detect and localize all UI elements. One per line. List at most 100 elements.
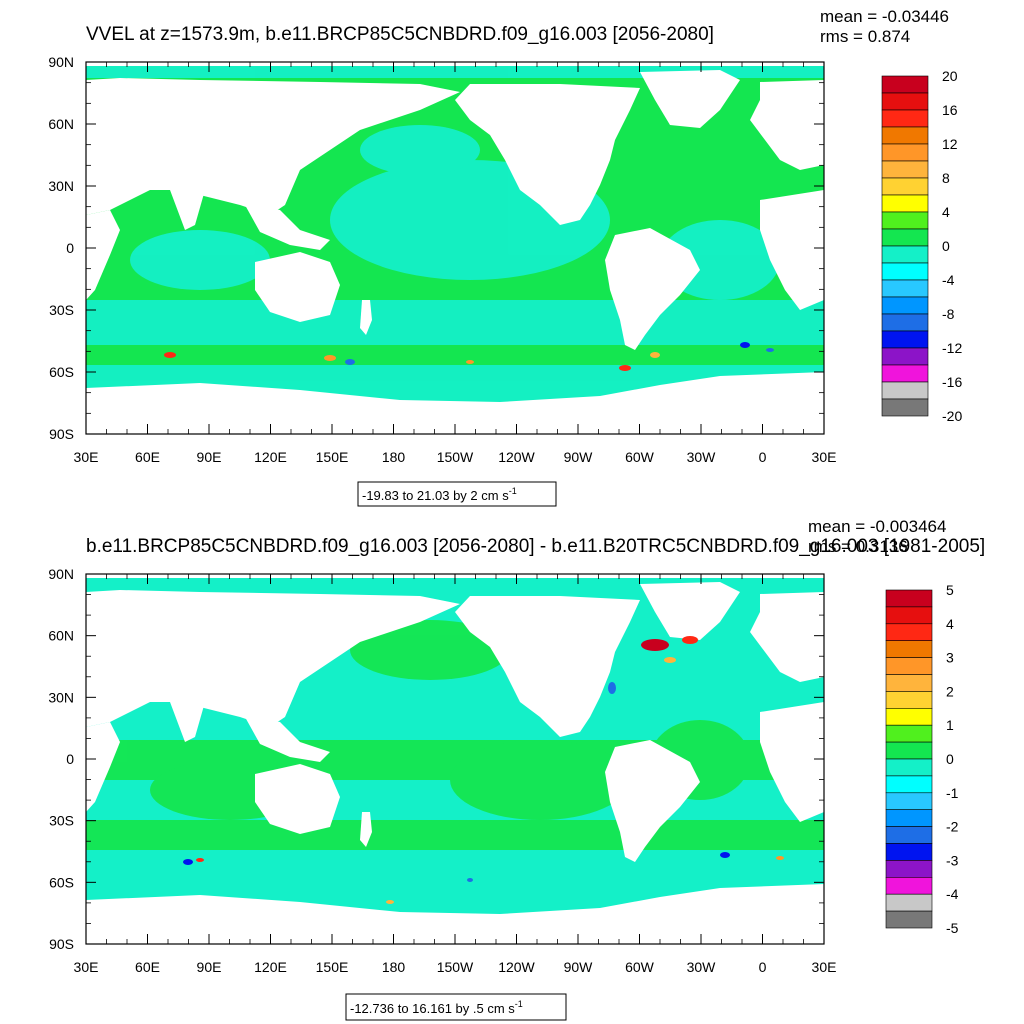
- panel-2-x-tick-label: 30E: [74, 959, 99, 975]
- panel-1-y-tick-label: 0: [66, 240, 74, 256]
- panel-2-colorbar-swatch: [885, 860, 933, 878]
- panel-1-x-tick-label: 30E: [74, 449, 99, 465]
- panel-2-range-label: -12.736 to 16.161 by .5 cm s: [350, 1001, 515, 1016]
- panel-1-mean: mean = -0.03446: [820, 7, 949, 26]
- panel-1-x-tick-label: 30W: [687, 449, 717, 465]
- panel-2-range-unit-sup: -1: [515, 999, 523, 1009]
- panel-1-colorbar-swatch: [881, 75, 929, 94]
- panel-2-x-tick-label: 60W: [625, 959, 655, 975]
- panel-1-x-tick-label: 60E: [135, 449, 160, 465]
- panel-1-x-tick-label: 90W: [564, 449, 594, 465]
- panel-2-x-tick-label: 150E: [316, 959, 349, 975]
- panel-1-map: [85, 61, 825, 435]
- panel-2-colorbar-swatch: [885, 910, 933, 929]
- panel-2-colorbar-label: 2: [946, 683, 954, 699]
- panel-1-colorbar-swatch: [881, 126, 929, 145]
- panel-1-colorbar-swatch: [881, 160, 929, 179]
- panel-1-x-tick-label: 120W: [498, 449, 535, 465]
- panel-1-colorbar-label: 8: [942, 170, 950, 186]
- panel-1-colorbar-swatch: [881, 347, 929, 366]
- panel-1-y-tick-label: 90S: [49, 426, 74, 442]
- panel-1-colorbar-swatch: [881, 228, 929, 247]
- panel-2-y-tick-label: 0: [66, 751, 74, 767]
- panel-1-y-tick-label: 30N: [48, 178, 74, 194]
- panel-2-colorbar-label: -4: [946, 886, 959, 902]
- panel-1-x-axis: 30E 60E 90E 120E 150E 180 150W 120W 90W 60W 30W 0 30…: [74, 62, 837, 465]
- panel-1-colorbar-swatch: [881, 109, 929, 128]
- panel-2-colorbar-label: -5: [946, 920, 959, 936]
- svg-text:-19.83 to 21.03 by 2 cm s-1: -19.83 to 21.03 by 2 cm s-1: [362, 486, 517, 503]
- panel-2-colorbar-swatch: [885, 758, 933, 777]
- panel-1-land: [86, 62, 824, 434]
- panel-2-y-tick-label: 30N: [48, 689, 74, 705]
- panel-1-colorbar-swatch: [881, 296, 929, 315]
- panel-1-x-tick-label: 120E: [254, 449, 287, 465]
- panel-2-title: b.e11.BRCP85C5CNBDRD.f09_g16.003 [2056-2…: [86, 536, 985, 557]
- panel-1-colorbar-swatch: [881, 92, 929, 111]
- panel-2-colorbar-label: -2: [946, 819, 959, 835]
- panel-1-y-axis: 90N 60N 30N 0 30S 60S 90S: [48, 54, 824, 442]
- panel-1-x-tick-label: 60W: [625, 449, 655, 465]
- panel-2-anomaly-spots: [183, 636, 784, 904]
- panel-2-x-tick-label: 120W: [498, 959, 535, 975]
- panel-2-y-tick-label: 60N: [48, 628, 74, 644]
- panel-2-colorbar-swatch: [885, 876, 933, 895]
- panel-1-colorbar-swatch: [881, 330, 929, 349]
- panel-1-rms: rms = 0.874: [820, 27, 910, 46]
- panel-1-range-unit-sup: -1: [509, 486, 517, 496]
- panel-2-colorbar-swatch: [885, 843, 933, 861]
- panel-1-anomaly-spots: [164, 342, 774, 371]
- panel-2-x-tick-label: 90W: [564, 959, 594, 975]
- panel-2-x-tick-label: 120E: [254, 959, 287, 975]
- panel-2-map: [85, 573, 825, 945]
- panel-1-colorbar-swatch: [881, 262, 929, 281]
- panel-2: mean = -0.003464 rms = 0.3136 b.e11.BRCP…: [48, 517, 985, 1021]
- panel-2-x-tick-label: 60E: [135, 959, 160, 975]
- panel-2-x-tick-label: 0: [759, 959, 767, 975]
- panel-1-range-box: -19.83 to 21.03 by 2 cm s-1: [357, 481, 557, 507]
- panel-2-colorbar-label: 4: [946, 616, 954, 632]
- panel-1-colorbar-label: 4: [942, 204, 950, 220]
- panel-1-colorbar-label: -4: [942, 272, 955, 288]
- panel-2-colorbar-swatch: [885, 657, 933, 675]
- panel-2-colorbar-swatch: [885, 724, 933, 743]
- panel-1-colorbar-swatch: [881, 381, 929, 400]
- panel-2-x-tick-label: 180: [382, 959, 406, 975]
- panel-2-colorbar-swatch: [885, 606, 933, 625]
- panel-1-colorbar-label: 0: [942, 238, 950, 254]
- svg-text:-12.736 to 16.161 by .5 cm s-1: -12.736 to 16.161 by .5 cm s-1: [350, 999, 523, 1016]
- panel-1-colorbar-label: -16: [942, 374, 962, 390]
- panel-1-colorbar-swatch: [881, 364, 929, 383]
- panel-1-x-tick-label: 150E: [316, 449, 349, 465]
- panel-1-colorbar-swatch: [881, 194, 929, 213]
- panel-2-y-axis: 90N 60N 30N 0 30S 60S 90S: [48, 566, 824, 952]
- panel-2-y-tick-label: 60S: [49, 874, 74, 890]
- panel-2-x-tick-label: 90E: [197, 959, 222, 975]
- panel-2-colorbar-swatch: [885, 640, 933, 658]
- panel-1-colorbar-label: -12: [942, 340, 962, 356]
- panel-1-colorbar-swatch: [881, 211, 929, 230]
- panel-1-colorbar-swatch: [881, 279, 929, 298]
- panel-2-rms: rms = 0.3136: [808, 537, 908, 556]
- panel-1-colorbar-label: -8: [942, 306, 955, 322]
- panel-2-x-tick-label: 30W: [687, 959, 717, 975]
- panel-2-x-tick-label: 30E: [812, 959, 837, 975]
- panel-1-x-tick-label: 150W: [437, 449, 474, 465]
- panel-2-colorbar: 5 4 3 2 1 0 -1 -2 -3 -4 -5: [885, 582, 959, 936]
- panel-1-colorbar-swatch: [881, 245, 929, 264]
- panel-1-x-tick-label: 30E: [812, 449, 837, 465]
- panel-2-y-tick-label: 30S: [49, 813, 74, 829]
- panel-2-colorbar-label: 3: [946, 650, 954, 666]
- panel-1-colorbar-swatch: [881, 398, 929, 417]
- panel-2-y-tick-label: 90S: [49, 936, 74, 952]
- panel-2-x-axis: 30E 60E 90E 120E 150E 180 150W 120W 90W 60W 30W 0 30…: [74, 574, 837, 975]
- panel-2-colorbar-swatch: [885, 691, 933, 709]
- panel-1-x-tick-label: 0: [759, 449, 767, 465]
- panel-2-colorbar-swatch: [885, 707, 933, 726]
- panel-2-land: [86, 574, 824, 944]
- panel-2-mean: mean = -0.003464: [808, 517, 946, 536]
- panel-2-colorbar-swatch: [885, 809, 933, 827]
- panel-1-title: VVEL at z=1573.9m, b.e11.BRCP85C5CNBDRD.…: [86, 24, 714, 45]
- panel-1-colorbar-label: 16: [942, 102, 958, 118]
